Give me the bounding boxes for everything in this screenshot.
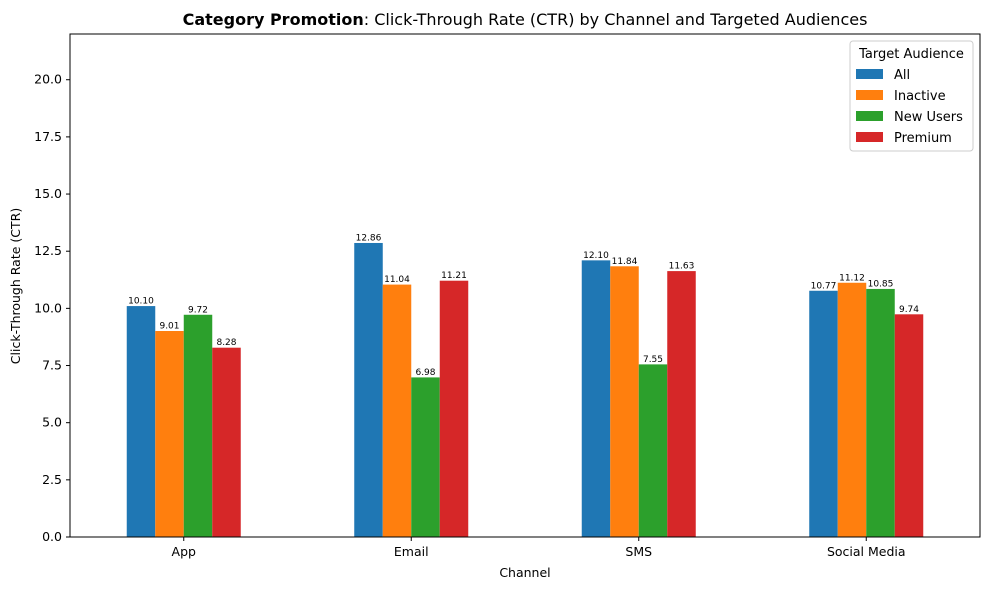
bar-value-label: 11.21: [441, 271, 467, 281]
legend-label: New Users: [894, 110, 963, 125]
legend: Target Audience All Inactive New Users Premi…: [849, 40, 974, 152]
bar-value-label: 11.12: [839, 273, 865, 283]
y-tick-label: 7.5: [42, 358, 62, 373]
x-axis-title: Channel: [499, 565, 550, 580]
y-tick-label: 17.5: [34, 129, 62, 144]
y-tick-label: 12.5: [34, 243, 62, 258]
bar-value-label: 11.63: [669, 262, 695, 272]
y-tick-label: 20.0: [34, 72, 62, 87]
bar: [581, 260, 611, 537]
chart-title-rest: : Click-Through Rate (CTR) by Channel an…: [364, 10, 868, 29]
legend-swatch: [856, 90, 883, 100]
bar: [382, 284, 412, 537]
bar-value-label: 9.74: [899, 305, 919, 315]
legend-label: All: [894, 68, 910, 83]
bar: [183, 314, 213, 537]
legend-swatch: [856, 69, 883, 79]
y-tick-label: 5.0: [42, 415, 62, 430]
bar-value-label: 10.10: [128, 297, 154, 307]
bar: [837, 282, 867, 537]
bar-value-label: 10.77: [811, 281, 837, 291]
bar-value-label: 9.72: [188, 305, 208, 315]
bar: [439, 280, 469, 537]
bar: [354, 242, 383, 537]
chart-title-bold: Category Promotion: [183, 10, 364, 29]
bar-value-label: 10.85: [868, 279, 894, 289]
legend-label: Inactive: [894, 89, 946, 104]
x-tick-label: Email: [394, 544, 429, 559]
bar: [866, 288, 895, 537]
y-tick-label: 0.0: [42, 529, 62, 544]
bar: [667, 271, 696, 537]
y-tick-label: 2.5: [42, 472, 62, 487]
bar-value-label: 12.86: [356, 233, 382, 243]
bar: [155, 330, 184, 537]
bar: [610, 266, 639, 537]
bar-value-label: 6.98: [415, 368, 435, 378]
y-axis-title: Click-Through Rate (CTR): [8, 208, 23, 364]
legend-swatch: [856, 132, 883, 142]
legend-title: Target Audience: [858, 47, 964, 62]
bar-value-label: 9.01: [159, 321, 179, 331]
legend-box: [849, 40, 974, 152]
bar-value-label: 12.10: [583, 251, 609, 261]
chart-title: Category Promotion: Click-Through Rate (…: [183, 10, 868, 29]
bar: [126, 306, 156, 537]
y-tick-label: 10.0: [34, 300, 62, 315]
y-tick-label: 15.0: [34, 186, 62, 201]
legend-swatch: [856, 111, 883, 121]
bar: [809, 290, 838, 537]
bar: [411, 377, 440, 537]
bar-value-label: 11.04: [384, 275, 410, 285]
legend-label: Premium: [894, 131, 952, 146]
bar: [212, 347, 241, 537]
bar: [894, 314, 924, 537]
bar-value-label: 8.28: [216, 338, 236, 348]
plot-area: 0.0 2.5 5.0 7.5 10.0 12.5 15.0 17.5 20.0 10.10 9.0…: [34, 33, 981, 559]
bar-value-label: 7.55: [643, 355, 663, 365]
x-tick-label: App: [172, 544, 196, 559]
x-tick-label: SMS: [625, 544, 652, 559]
plot-frame: [69, 33, 981, 538]
x-tick-label: Social Media: [827, 544, 906, 559]
bar-value-label: 11.84: [612, 257, 638, 267]
bar: [638, 364, 668, 537]
